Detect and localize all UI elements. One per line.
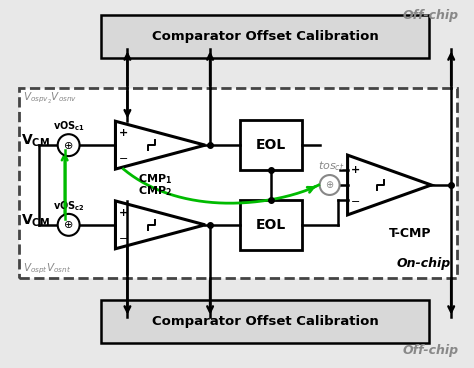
Text: $V_{ospv_2}V_{osnv}$: $V_{ospv_2}V_{osnv}$ — [23, 91, 77, 105]
Text: $\mathbf{V_{CM}}$: $\mathbf{V_{CM}}$ — [21, 133, 50, 149]
Bar — [19, 88, 457, 277]
Circle shape — [319, 175, 339, 195]
Text: $\mathit{tos_{ct}}$: $\mathit{tos_{ct}}$ — [319, 159, 345, 173]
Polygon shape — [116, 201, 205, 249]
Text: +: + — [119, 208, 128, 218]
Polygon shape — [347, 155, 431, 215]
Bar — [100, 300, 429, 343]
Text: $\oplus$: $\oplus$ — [64, 139, 74, 151]
Text: $\mathbf{vOS_{c2}}$: $\mathbf{vOS_{c2}}$ — [53, 199, 84, 213]
Text: +: + — [351, 165, 360, 175]
Bar — [240, 200, 302, 250]
Text: $\mathbf{CMP_1}$: $\mathbf{CMP_1}$ — [138, 172, 173, 186]
Text: $\oplus$: $\oplus$ — [325, 180, 334, 191]
Text: EOL: EOL — [256, 218, 286, 232]
Bar — [100, 15, 429, 59]
Bar — [240, 120, 302, 170]
Text: EOL: EOL — [256, 138, 286, 152]
Circle shape — [58, 214, 80, 236]
Text: $-$: $-$ — [118, 152, 128, 162]
Text: +: + — [119, 128, 128, 138]
Polygon shape — [116, 121, 205, 169]
Text: Off-chip: Off-chip — [403, 344, 459, 357]
Text: Off-chip: Off-chip — [403, 9, 459, 22]
Text: $\mathbf{CMP_2}$: $\mathbf{CMP_2}$ — [138, 184, 173, 198]
Text: $\mathbf{V_{CM}}$: $\mathbf{V_{CM}}$ — [21, 213, 50, 229]
Text: Comparator Offset Calibration: Comparator Offset Calibration — [152, 30, 378, 43]
Text: $-$: $-$ — [118, 232, 128, 242]
Text: $-$: $-$ — [350, 195, 361, 205]
Text: $\mathbf{vOS_{c1}}$: $\mathbf{vOS_{c1}}$ — [53, 119, 85, 133]
Text: $V_{ospt}V_{osnt}$: $V_{ospt}V_{osnt}$ — [23, 261, 71, 276]
Text: On-chip: On-chip — [397, 256, 451, 270]
Text: $\oplus$: $\oplus$ — [64, 219, 74, 230]
Text: Comparator Offset Calibration: Comparator Offset Calibration — [152, 315, 378, 328]
Circle shape — [58, 134, 80, 156]
Text: T-CMP: T-CMP — [389, 227, 432, 240]
